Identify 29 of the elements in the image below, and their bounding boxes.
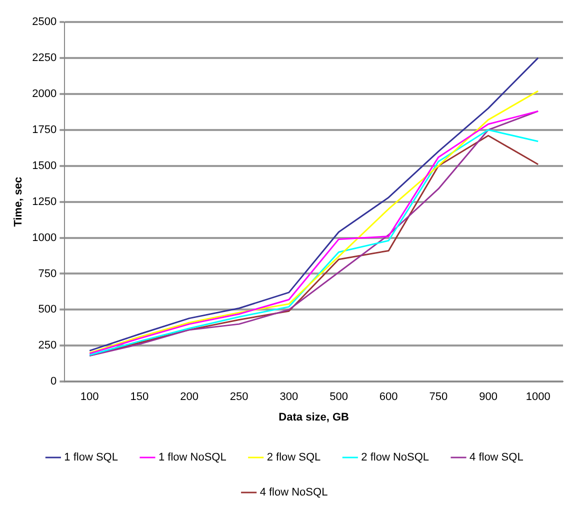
legend-label: 4 flow SQL [470,452,524,464]
y-tick-label: 500 [38,304,57,316]
y-axis-title: Time, sec [12,176,25,227]
x-tick-label: 300 [280,391,298,404]
y-tick-label: 1000 [32,232,57,244]
y-tick-label: 250 [38,340,57,352]
x-tick-label: 200 [180,391,198,404]
y-tick-label: 2000 [32,88,57,100]
y-tick-label: 1250 [32,196,57,208]
y-tick-label: 0 [50,376,57,388]
legend-label: 1 flow NoSQL [158,452,226,464]
legend-label: 2 flow SQL [266,452,321,464]
x-tick-label: 900 [479,391,498,404]
x-tick-label: 600 [379,391,398,404]
y-tick-label: 1500 [32,160,57,172]
legend-label: 2 flow NoSQL [361,452,430,464]
y-tick-label: 750 [38,268,57,280]
y-tick-label: 2500 [32,16,57,28]
y-tick-label: 2250 [32,52,57,64]
legend-label: 4 flow NoSQL [260,486,328,499]
y-tick-label: 1750 [32,124,57,136]
x-tick-label: 500 [330,391,348,404]
x-tick-label: 250 [230,391,248,404]
x-axis-title: Data size, GB [278,411,350,424]
x-tick-label: 150 [130,391,149,404]
legend-label: 1 flow SQL [64,452,118,464]
x-tick-label: 750 [429,391,448,404]
x-tick-label: 1000 [526,391,550,404]
x-tick-label: 100 [80,391,99,404]
